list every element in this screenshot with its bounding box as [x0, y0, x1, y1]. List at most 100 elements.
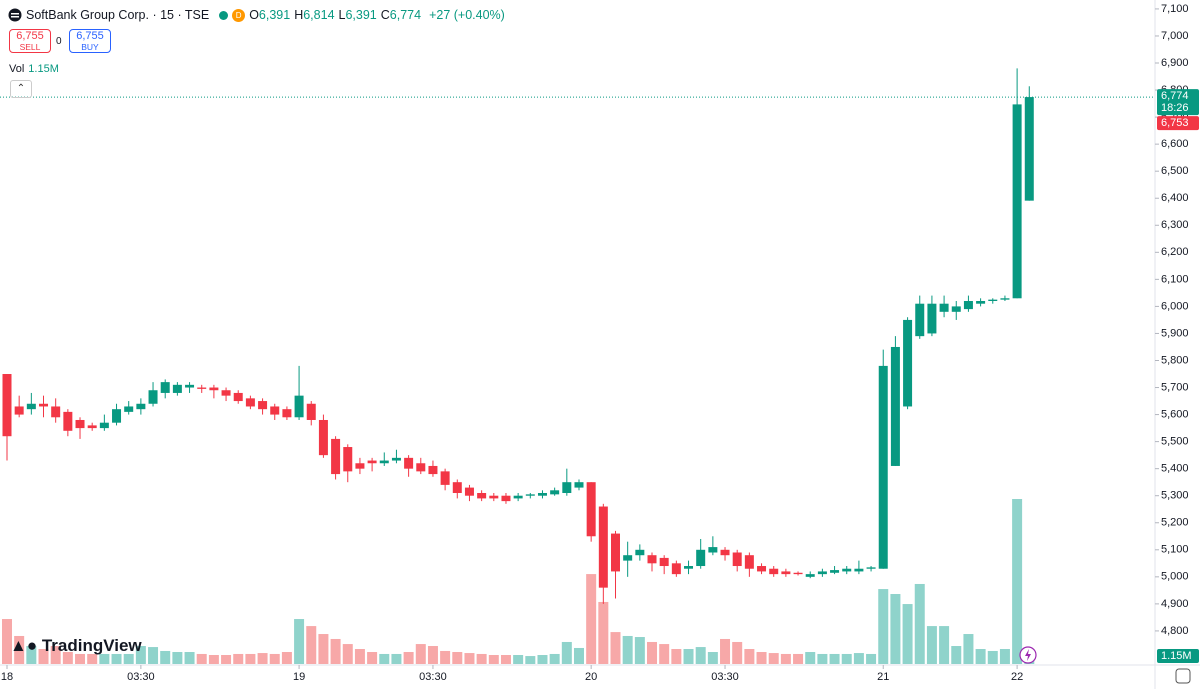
y-tick-label: 5,700 — [1161, 381, 1189, 393]
candle-body — [939, 303, 949, 312]
candle-body — [87, 425, 97, 429]
volume-bar — [87, 653, 98, 664]
candle-body — [1024, 97, 1034, 201]
volume-bar — [683, 649, 694, 664]
ohlc-value: 6,391 — [345, 8, 377, 22]
candle-body — [270, 406, 280, 415]
candle-body — [903, 319, 913, 407]
volume-bar — [148, 647, 159, 664]
volume-bar — [2, 619, 12, 664]
candle-body — [221, 390, 231, 396]
candle-body — [757, 566, 767, 572]
volume-bar — [586, 574, 597, 664]
candle-body — [647, 555, 657, 564]
alert-bolt — [1025, 649, 1031, 661]
volume-bar — [817, 653, 828, 664]
y-tick-label: 5,400 — [1161, 463, 1189, 475]
volume-bar — [257, 653, 268, 664]
brand-name: TradingView — [41, 636, 142, 655]
candle-body — [708, 547, 718, 553]
candle-body — [282, 409, 292, 418]
volume-bar — [573, 647, 584, 664]
candle-body — [513, 495, 523, 499]
volume-bar — [50, 646, 61, 664]
y-tick-label: 5,200 — [1161, 517, 1189, 529]
volume-bar — [561, 641, 572, 664]
symbol-icon — [8, 8, 22, 22]
volume-bar — [707, 652, 718, 664]
volume-bar — [525, 656, 536, 664]
volume-bar — [488, 655, 499, 664]
volume-bar — [330, 638, 341, 664]
volume-bar — [878, 589, 889, 664]
candle-body — [866, 567, 876, 569]
candle-body — [112, 409, 122, 423]
y-tick-label: 5,900 — [1161, 327, 1189, 339]
volume-bar — [318, 634, 329, 664]
x-tick-label: 19 — [293, 671, 305, 683]
buy-button[interactable]: 6,755 BUY — [69, 29, 111, 53]
volume-bar — [756, 652, 767, 664]
volume-bar — [975, 649, 986, 664]
candle-body — [842, 568, 852, 572]
volume-bar — [160, 650, 171, 664]
candle-body — [233, 392, 243, 402]
y-tick-label: 4,900 — [1161, 598, 1189, 610]
spread: 0 — [56, 36, 62, 47]
volume-bar — [245, 653, 256, 664]
volume-bar — [476, 653, 487, 664]
brand-logo: ▲● TradingView — [10, 636, 142, 655]
candle-body — [245, 398, 255, 407]
volume-bar — [184, 652, 195, 664]
volume-bar — [391, 653, 402, 664]
ohlc-key: O — [249, 8, 259, 22]
candle-body — [318, 419, 328, 456]
ohlc-value: 6,391 — [258, 8, 291, 22]
volume-bar — [634, 637, 645, 664]
volume-bar — [172, 652, 183, 664]
candle-body — [501, 495, 511, 502]
volume-bar — [659, 644, 670, 664]
candle-body — [805, 574, 815, 577]
market-status — [219, 10, 229, 20]
candle-body — [39, 403, 49, 407]
sell-button[interactable]: 6,755 SELL — [9, 29, 51, 53]
volume-bar — [610, 632, 621, 664]
volume-tag-label: 1.15M — [1161, 650, 1192, 662]
candle-body — [915, 303, 925, 337]
volume-tag — [1157, 649, 1199, 664]
candle-body — [976, 300, 986, 304]
volume-bar — [829, 653, 840, 664]
volume-bar — [951, 646, 962, 664]
x-tick-label: 03:30 — [419, 671, 447, 683]
sell-price: 6,755 — [16, 30, 44, 42]
candle-body — [817, 571, 827, 575]
x-tick-label: 18 — [1, 671, 13, 683]
volume-bar — [233, 653, 244, 664]
last-price-tag — [1157, 89, 1199, 116]
candle-body — [136, 403, 146, 410]
candle-body — [525, 494, 535, 496]
candle-body — [489, 495, 499, 499]
symbol-title[interactable]: SoftBank Group Corp. · 15 · TSE — [26, 8, 210, 22]
candle-body — [148, 390, 158, 404]
candle-body — [343, 447, 353, 472]
change: +27 (+0.40%) — [429, 8, 505, 22]
candle-body — [927, 303, 937, 334]
ohlc-key: C — [380, 8, 390, 22]
y-tick-label: 7,100 — [1161, 3, 1189, 15]
volume-bar — [269, 653, 280, 664]
volume-bar — [464, 653, 475, 664]
volume-bar — [987, 650, 998, 664]
x-tick-label: 03:30 — [127, 671, 155, 683]
collapse-button[interactable]: ⌃ — [10, 80, 32, 98]
volume-bar — [841, 653, 852, 664]
volume-bar — [281, 652, 292, 664]
volume-bar — [306, 626, 317, 664]
volume-bar — [890, 594, 901, 664]
candle-body — [26, 403, 36, 410]
volume-value: 1.15M — [28, 63, 59, 75]
volume-bar — [853, 653, 864, 664]
volume-bar — [99, 653, 110, 664]
